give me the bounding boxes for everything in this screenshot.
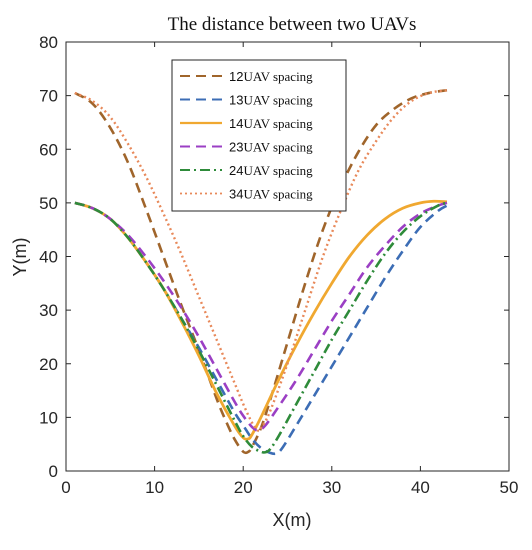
series-line-34 bbox=[74, 89, 448, 433]
x-tick-label: 10 bbox=[145, 478, 164, 497]
y-tick-label: 80 bbox=[39, 33, 58, 52]
series-line-24 bbox=[74, 201, 448, 454]
y-tick-label: 0 bbox=[49, 462, 58, 481]
series-line-12 bbox=[74, 88, 448, 455]
y-tick-label: 60 bbox=[39, 140, 58, 159]
legend-label-14: 14 bbox=[229, 116, 243, 131]
y-tick-label: 40 bbox=[39, 248, 58, 267]
y-tick-label: 10 bbox=[39, 408, 58, 427]
legend-label-13: 13 bbox=[229, 93, 243, 108]
x-tick-label: 30 bbox=[322, 478, 341, 497]
series-lines bbox=[74, 88, 448, 456]
legend-label-34: 34 bbox=[229, 187, 243, 202]
legend-entry-24: 24UAV spacing bbox=[229, 163, 313, 178]
legend-entry-14: 14UAV spacing bbox=[229, 116, 313, 131]
chart-title: The distance between two UAVs bbox=[168, 14, 417, 35]
y-tick-label: 20 bbox=[39, 355, 58, 374]
legend-entry-34: 34UAV spacing bbox=[229, 187, 313, 202]
legend-suffix: UAV spacing bbox=[243, 116, 313, 131]
x-tick-label: 50 bbox=[500, 478, 519, 497]
x-tick-label: 20 bbox=[234, 478, 253, 497]
legend-entry-13: 13UAV spacing bbox=[229, 93, 313, 108]
legend-suffix: UAV spacing bbox=[243, 140, 313, 155]
legend-label-23: 23 bbox=[229, 140, 243, 155]
legend-suffix: UAV spacing bbox=[243, 69, 313, 84]
x-tick-label: 40 bbox=[411, 478, 430, 497]
legend-suffix: UAV spacing bbox=[243, 187, 313, 202]
y-axis-title: Y(m) bbox=[10, 238, 30, 277]
x-tick-label: 0 bbox=[61, 478, 70, 497]
legend-box bbox=[171, 59, 347, 212]
legend-entry-12: 12UAV spacing bbox=[229, 69, 313, 84]
legend-label-12: 12 bbox=[229, 69, 243, 84]
x-axis-title: X(m) bbox=[273, 510, 312, 530]
legend-label-24: 24 bbox=[229, 163, 243, 178]
axis-ticks: 0 10 20 30 40 50 0 10 20 30 40 50 60 70 80 bbox=[39, 33, 518, 497]
legend-entry-23: 23UAV spacing bbox=[229, 140, 313, 155]
y-tick-label: 30 bbox=[39, 301, 58, 320]
y-tick-label: 70 bbox=[39, 87, 58, 106]
legend-suffix: UAV spacing bbox=[243, 93, 313, 108]
legend-suffix: UAV spacing bbox=[243, 163, 313, 178]
y-tick-label: 50 bbox=[39, 194, 58, 213]
